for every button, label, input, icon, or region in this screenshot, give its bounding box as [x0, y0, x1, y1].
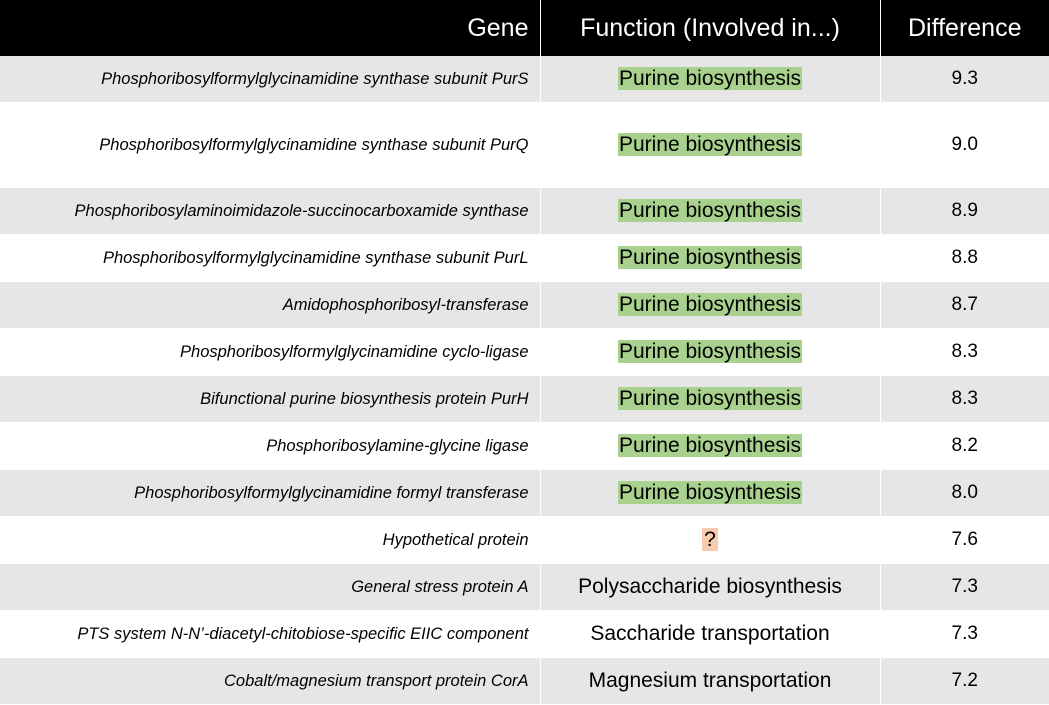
difference-cell: 8.0: [880, 469, 1049, 517]
table-row: Cobalt/magnesium transport protein CorA M…: [0, 657, 1049, 705]
difference-cell: 7.2: [880, 657, 1049, 705]
gene-cell: Phosphoribosylamine-glycine ligase: [0, 422, 541, 470]
header-gene: Gene: [0, 0, 541, 56]
gene-cell: Cobalt/magnesium transport protein CorA: [0, 657, 541, 705]
difference-cell: 8.7: [880, 281, 1049, 329]
function-label: Purine biosynthesis: [617, 246, 803, 269]
difference-cell: 8.2: [880, 422, 1049, 470]
function-cell: Purine biosynthesis: [540, 187, 881, 235]
function-cell: Purine biosynthesis: [540, 422, 881, 470]
function-label: Purine biosynthesis: [617, 67, 803, 90]
table-row: Phosphoribosylaminoimidazole-succinocarb…: [0, 187, 1049, 235]
header-row: Gene Function (Involved in...) Differenc…: [0, 0, 1049, 56]
function-label: Purine biosynthesis: [617, 133, 803, 156]
table-row: PTS system N-N’-diacetyl-chitobiose-spec…: [0, 610, 1049, 658]
function-label: Purine biosynthesis: [617, 340, 803, 363]
function-label: Purine biosynthesis: [617, 199, 803, 222]
difference-cell: 8.3: [880, 375, 1049, 423]
gene-cell: Phosphoribosylformylglycinamidine syntha…: [0, 234, 541, 282]
function-cell: Purine biosynthesis: [540, 375, 881, 423]
difference-cell: 7.3: [880, 610, 1049, 658]
header-difference: Difference: [880, 0, 1049, 56]
difference-cell: 9.3: [880, 56, 1049, 103]
table-row: Phosphoribosylformylglycinamidine syntha…: [0, 56, 1049, 103]
function-cell: Purine biosynthesis: [540, 56, 881, 103]
function-cell: Magnesium transportation: [540, 657, 881, 705]
function-cell: Purine biosynthesis: [540, 102, 881, 188]
gene-cell: PTS system N-N’-diacetyl-chitobiose-spec…: [0, 610, 541, 658]
table-row: Hypothetical protein? 7.6: [0, 516, 1049, 564]
gene-cell: Phosphoribosylaminoimidazole-succinocarb…: [0, 187, 541, 235]
gene-cell: Phosphoribosylformylglycinamidine syntha…: [0, 102, 541, 188]
gene-cell: Phosphoribosylformylglycinamidine cyclo-…: [0, 328, 541, 376]
header-function: Function (Involved in...): [540, 0, 881, 56]
gene-cell: Bifunctional purine biosynthesis protein…: [0, 375, 541, 423]
table-row: Phosphoribosylformylglycinamidine syntha…: [0, 102, 1049, 188]
difference-cell: 9.0: [880, 102, 1049, 188]
gene-cell: Phosphoribosylformylglycinamidine formyl…: [0, 469, 541, 517]
function-label: Magnesium transportation: [588, 669, 832, 692]
table-row: Amidophosphoribosyl-transferase Purine bi…: [0, 281, 1049, 329]
function-label: ?: [702, 528, 718, 551]
gene-cell: General stress protein A: [0, 563, 541, 611]
function-cell: Purine biosynthesis: [540, 234, 881, 282]
table-row: Phosphoribosylamine-glycine ligase Purine…: [0, 422, 1049, 470]
function-label: Saccharide transportation: [590, 622, 830, 645]
function-label: Polysaccharide biosynthesis: [578, 575, 842, 598]
difference-cell: 7.6: [880, 516, 1049, 564]
function-label: Purine biosynthesis: [617, 481, 803, 504]
function-cell: ?: [540, 516, 881, 564]
table-row: Bifunctional purine biosynthesis protein…: [0, 375, 1049, 423]
difference-cell: 7.3: [880, 563, 1049, 611]
difference-cell: 8.8: [880, 234, 1049, 282]
function-cell: Purine biosynthesis: [540, 281, 881, 329]
function-label: Purine biosynthesis: [617, 387, 803, 410]
difference-cell: 8.3: [880, 328, 1049, 376]
gene-cell: Hypothetical protein: [0, 516, 541, 564]
table-row: Phosphoribosylformylglycinamidine syntha…: [0, 234, 1049, 282]
gene-cell: Phosphoribosylformylglycinamidine syntha…: [0, 56, 541, 103]
function-cell: Purine biosynthesis: [540, 328, 881, 376]
table-row: General stress protein A Polysaccharide b…: [0, 563, 1049, 611]
gene-cell: Amidophosphoribosyl-transferase: [0, 281, 541, 329]
function-cell: Purine biosynthesis: [540, 469, 881, 517]
table-row: Phosphoribosylformylglycinamidine cyclo-…: [0, 328, 1049, 376]
function-label: Purine biosynthesis: [617, 293, 803, 316]
function-label: Purine biosynthesis: [617, 434, 803, 457]
function-cell: Polysaccharide biosynthesis: [540, 563, 881, 611]
difference-cell: 8.9: [880, 187, 1049, 235]
table-row: Phosphoribosylformylglycinamidine formyl…: [0, 469, 1049, 517]
function-cell: Saccharide transportation: [540, 610, 881, 658]
